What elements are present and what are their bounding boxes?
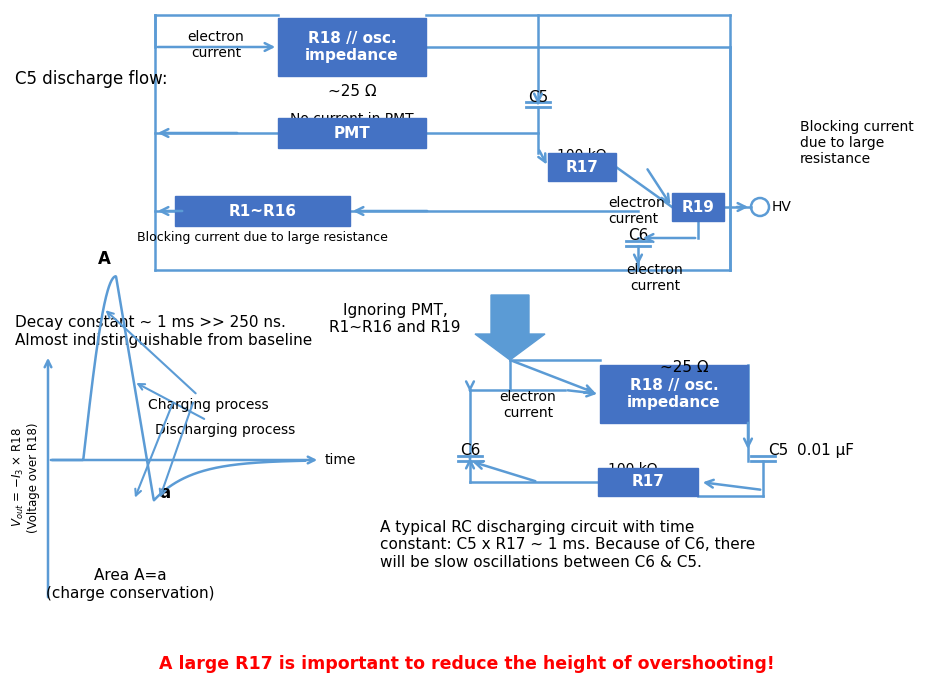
Text: PMT: PMT bbox=[334, 126, 370, 140]
Polygon shape bbox=[475, 295, 545, 360]
Text: electron
current: electron current bbox=[626, 263, 683, 293]
Text: Decay constant ~ 1 ms >> 250 ns.: Decay constant ~ 1 ms >> 250 ns. bbox=[15, 315, 286, 330]
Text: (Voltage over R18): (Voltage over R18) bbox=[26, 422, 39, 533]
Text: Charging process: Charging process bbox=[108, 312, 268, 412]
Text: Ignoring PMT,
R1~R16 and R19: Ignoring PMT, R1~R16 and R19 bbox=[329, 303, 461, 335]
Text: Almost indistinguishable from baseline: Almost indistinguishable from baseline bbox=[15, 333, 312, 348]
Text: HV: HV bbox=[772, 200, 792, 214]
Bar bbox=[278, 18, 426, 76]
Text: A typical RC discharging circuit with time
constant: C5 x R17 ~ 1 ms. Because of: A typical RC discharging circuit with ti… bbox=[380, 520, 755, 570]
Text: electron
current: electron current bbox=[608, 196, 665, 226]
Text: A large R17 is important to reduce the height of overshooting!: A large R17 is important to reduce the h… bbox=[159, 655, 775, 673]
Text: $V_{out}$ = $-I_3$ × R18: $V_{out}$ = $-I_3$ × R18 bbox=[10, 428, 25, 527]
Text: R17: R17 bbox=[566, 160, 598, 175]
Text: C5 discharge flow:: C5 discharge flow: bbox=[15, 70, 167, 88]
Text: 100 kΩ: 100 kΩ bbox=[557, 148, 607, 162]
Bar bbox=[600, 365, 748, 423]
Text: 100 kΩ: 100 kΩ bbox=[609, 462, 657, 476]
Text: No current in PMT: No current in PMT bbox=[290, 112, 414, 126]
Text: R1~R16: R1~R16 bbox=[228, 204, 296, 218]
Text: C6: C6 bbox=[460, 443, 481, 458]
Text: R19: R19 bbox=[682, 200, 714, 214]
Text: electron
current: electron current bbox=[188, 30, 244, 60]
Text: ~25 Ω: ~25 Ω bbox=[327, 84, 376, 99]
Bar bbox=[598, 468, 698, 496]
Text: C5: C5 bbox=[768, 443, 788, 458]
Bar bbox=[548, 153, 616, 181]
Text: A: A bbox=[97, 250, 110, 268]
Text: ~25 Ω: ~25 Ω bbox=[660, 360, 709, 375]
Text: C6: C6 bbox=[627, 228, 648, 243]
Bar bbox=[175, 196, 350, 226]
Bar bbox=[672, 193, 724, 221]
Text: Discharging process: Discharging process bbox=[138, 384, 295, 437]
Text: C5: C5 bbox=[528, 90, 548, 105]
Text: Blocking current due to large resistance: Blocking current due to large resistance bbox=[137, 231, 388, 244]
Bar bbox=[278, 118, 426, 148]
Text: R17: R17 bbox=[631, 475, 665, 489]
Text: time: time bbox=[325, 453, 356, 467]
Text: electron
current: electron current bbox=[499, 390, 556, 420]
Text: R18 // osc.
impedance: R18 // osc. impedance bbox=[305, 31, 399, 63]
Text: Blocking current
due to large
resistance: Blocking current due to large resistance bbox=[800, 120, 913, 167]
Text: Area A=a: Area A=a bbox=[94, 568, 166, 583]
Text: R18 // osc.
impedance: R18 // osc. impedance bbox=[627, 378, 721, 410]
Text: (charge conservation): (charge conservation) bbox=[46, 586, 214, 601]
Text: a: a bbox=[159, 484, 170, 502]
Text: 0.01 μF: 0.01 μF bbox=[797, 443, 854, 458]
